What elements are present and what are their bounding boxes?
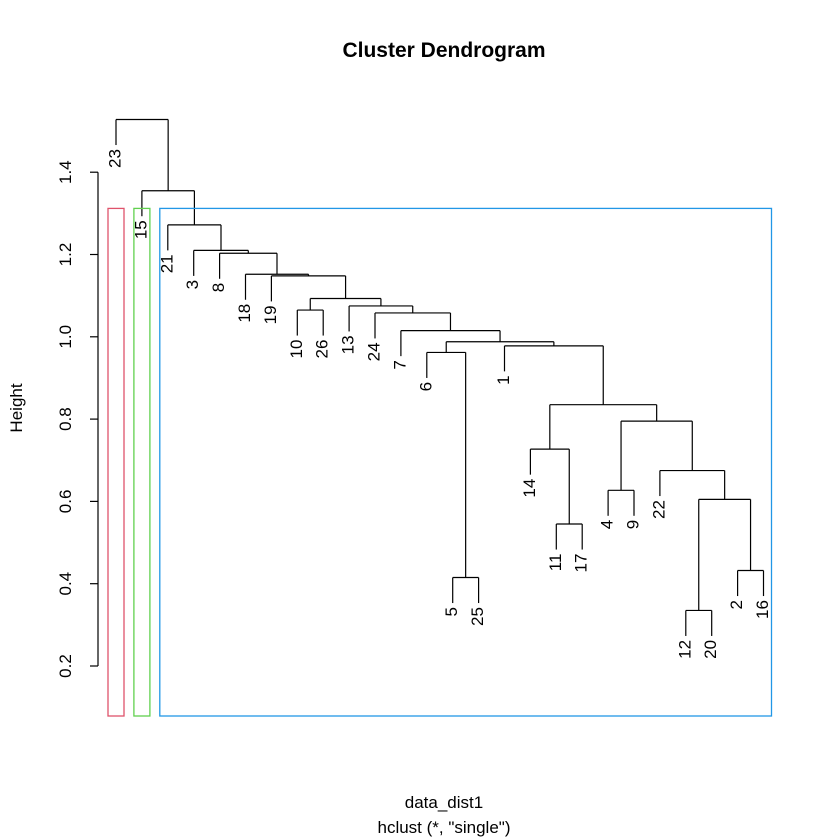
leaf-label: 16 <box>753 600 772 619</box>
dendrogram-branches <box>115 118 765 636</box>
leaf-label: 22 <box>649 500 668 519</box>
leaf-label: 2 <box>727 600 746 609</box>
leaf-label: 14 <box>520 479 539 498</box>
y-tick-label: 1.4 <box>56 160 75 184</box>
leaf-label: 10 <box>287 340 306 359</box>
leaf-label: 18 <box>235 304 254 323</box>
leaf-label: 15 <box>131 220 150 239</box>
leaf-labels: 23 15 21 3 8 18 19 10 26 13 24 7 6 5 25 1 14 11 17 4 9 22 12 20… <box>105 149 772 659</box>
leaf-label: 3 <box>183 280 202 289</box>
y-tick-label: 1.2 <box>56 243 75 267</box>
leaf-label: 21 <box>157 254 176 273</box>
leaf-label: 11 <box>546 554 565 572</box>
y-tick-label: 1.0 <box>56 325 75 349</box>
cluster-box <box>107 207 125 717</box>
y-tick-label: 0.4 <box>56 572 75 596</box>
y-axis: 0.2 0.4 0.6 0.8 1.0 1.2 1.4 <box>56 160 99 678</box>
leaf-label: 17 <box>572 554 591 573</box>
cluster-box <box>133 207 151 717</box>
leaf-label: 13 <box>339 335 358 354</box>
x-axis-label: data_dist1 <box>405 793 483 812</box>
chart-title: Cluster Dendrogram <box>342 39 545 62</box>
leaf-label: 19 <box>261 305 280 324</box>
leaf-label: 12 <box>675 640 694 659</box>
leaf-label: 26 <box>313 340 332 359</box>
leaf-label: 5 <box>442 607 461 616</box>
leaf-label: 7 <box>390 360 409 369</box>
leaf-label: 9 <box>623 520 642 529</box>
leaf-label: 1 <box>494 375 513 384</box>
leaf-label: 25 <box>468 607 487 626</box>
leaf-label: 4 <box>598 520 617 529</box>
leaf-label: 20 <box>701 640 720 659</box>
x-axis-sub-label: hclust (*, "single") <box>377 818 510 837</box>
leaf-label: 23 <box>105 149 124 168</box>
leaf-label: 24 <box>364 342 383 361</box>
y-tick-label: 0.2 <box>56 654 75 678</box>
cluster-box <box>159 207 773 717</box>
y-tick-label: 0.6 <box>56 490 75 514</box>
y-tick-label: 0.8 <box>56 407 75 431</box>
cluster-boxes <box>107 207 773 717</box>
leaf-label: 8 <box>209 283 228 292</box>
y-axis-label: Height <box>7 383 26 432</box>
leaf-label: 6 <box>416 382 435 391</box>
